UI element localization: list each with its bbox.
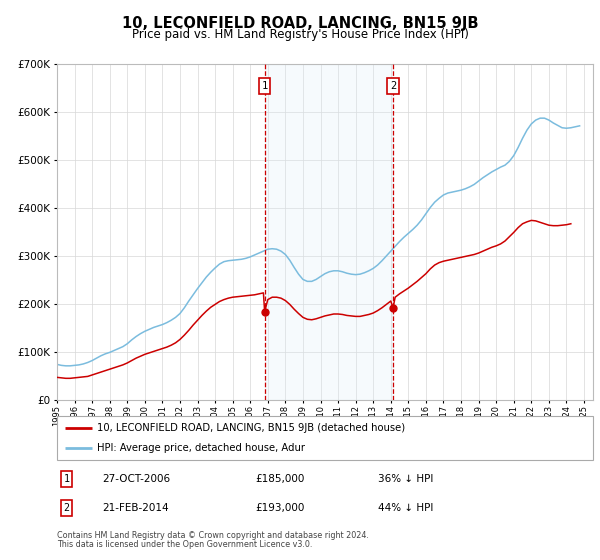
- Text: 44% ↓ HPI: 44% ↓ HPI: [379, 503, 434, 514]
- Text: 2: 2: [390, 81, 396, 91]
- Text: 27-OCT-2006: 27-OCT-2006: [103, 474, 170, 484]
- Text: £185,000: £185,000: [255, 474, 305, 484]
- Text: Contains HM Land Registry data © Crown copyright and database right 2024.: Contains HM Land Registry data © Crown c…: [57, 531, 369, 540]
- Text: This data is licensed under the Open Government Licence v3.0.: This data is licensed under the Open Gov…: [57, 540, 313, 549]
- Text: 1: 1: [64, 474, 70, 484]
- Text: 36% ↓ HPI: 36% ↓ HPI: [379, 474, 434, 484]
- Text: 10, LECONFIELD ROAD, LANCING, BN15 9JB: 10, LECONFIELD ROAD, LANCING, BN15 9JB: [122, 16, 478, 31]
- Text: HPI: Average price, detached house, Adur: HPI: Average price, detached house, Adur: [97, 443, 305, 453]
- Bar: [265, 64, 393, 400]
- Text: 10, LECONFIELD ROAD, LANCING, BN15 9JB (detached house): 10, LECONFIELD ROAD, LANCING, BN15 9JB (…: [97, 423, 406, 433]
- Text: 1: 1: [262, 81, 268, 91]
- Text: 21-FEB-2014: 21-FEB-2014: [103, 503, 169, 514]
- Text: 2: 2: [64, 503, 70, 514]
- Text: Price paid vs. HM Land Registry's House Price Index (HPI): Price paid vs. HM Land Registry's House …: [131, 28, 469, 41]
- Text: £193,000: £193,000: [255, 503, 305, 514]
- FancyBboxPatch shape: [57, 416, 593, 460]
